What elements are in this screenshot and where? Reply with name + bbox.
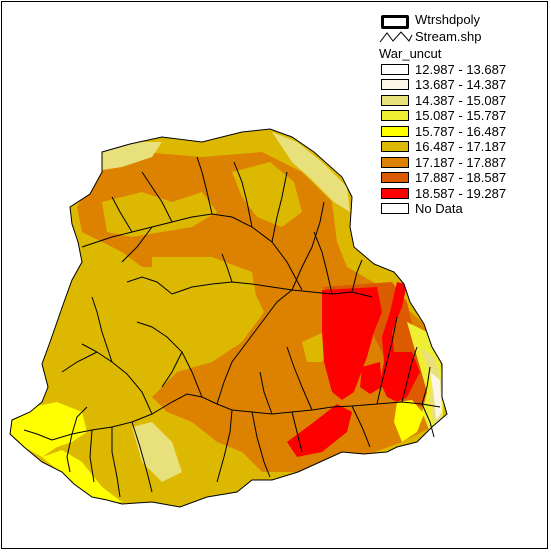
stream-trib-7[interactable]	[121, 226, 153, 263]
stream-trib-8[interactable]	[126, 276, 173, 295]
stream-trib-6[interactable]	[111, 196, 133, 233]
stream-trib-9[interactable]	[221, 253, 233, 283]
stream-trib-30[interactable]	[351, 259, 363, 293]
raster-pocket-a	[102, 192, 217, 237]
raster-class-18-6-a	[322, 287, 382, 400]
raster-class-18-6-c	[287, 404, 352, 457]
legend-class-label: 17.187 - 17.887	[415, 154, 507, 170]
stream-main-east[interactable]	[216, 401, 441, 415]
legend-class-swatch	[381, 141, 409, 152]
legend-watershed-label: Wtrshdpoly	[415, 12, 481, 27]
stream-trib-3[interactable]	[291, 201, 325, 291]
stream-trib-4[interactable]	[196, 156, 213, 215]
stream-trib-21[interactable]	[291, 411, 303, 453]
stream-trib-28[interactable]	[421, 403, 435, 438]
stream-trib-27[interactable]	[421, 366, 431, 405]
legend-class-label: 15.087 - 15.787	[415, 108, 507, 123]
raster-patch-south	[132, 422, 182, 482]
legend-class-swatch	[381, 110, 409, 121]
raster-class-15-8-east	[394, 400, 424, 442]
stream-trib-13[interactable]	[91, 296, 113, 363]
stream-trib-15[interactable]	[111, 427, 121, 498]
stream-trib-10[interactable]	[136, 321, 203, 398]
stream-line-symbol	[379, 31, 413, 43]
stream-trib-12[interactable]	[81, 343, 153, 415]
legend-class-swatch	[381, 63, 409, 75]
raster-rim-a	[102, 142, 162, 170]
legend-class-swatch	[381, 203, 409, 214]
stream-trib-22[interactable]	[286, 346, 313, 411]
raster-rim-b	[272, 132, 350, 212]
legend-class-swatch	[381, 125, 409, 137]
stream-trib-33[interactable]	[71, 406, 88, 435]
stream-trib-5[interactable]	[141, 171, 173, 223]
legend-class-label: 16.487 - 17.187	[415, 139, 507, 154]
stream-trib-32[interactable]	[23, 429, 53, 441]
watershed-boundary[interactable]	[9, 128, 448, 508]
legend-class-swatch	[381, 94, 409, 106]
stream-trib-1[interactable]	[233, 161, 253, 228]
raster-pocket-b	[232, 162, 302, 227]
stream-trib-14[interactable]	[61, 351, 98, 373]
stream-connector[interactable]	[216, 289, 293, 405]
stream-trib-29[interactable]	[313, 231, 333, 295]
stream-trib-16[interactable]	[89, 429, 95, 483]
raster-class-15-8-west	[10, 402, 87, 457]
stream-trib-2[interactable]	[271, 171, 288, 243]
raster-class-13-7-east	[430, 372, 442, 420]
legend-class-swatch	[381, 172, 409, 183]
legend-class-swatch	[381, 79, 409, 90]
stream-trib-26[interactable]	[401, 346, 418, 403]
stream-trib-25[interactable]	[376, 316, 398, 405]
legend-class-label: No Data	[415, 201, 463, 216]
legend-raster-title: War_uncut	[379, 46, 442, 61]
raster-class-15-8-south	[42, 450, 122, 502]
legend-class-label: 14.387 - 15.087	[415, 92, 507, 108]
watershed-polygon-symbol	[381, 15, 409, 29]
stream-trib-17[interactable]	[131, 421, 153, 493]
stream-trib-24[interactable]	[351, 405, 371, 448]
legend-class-label: 12.987 - 13.687	[415, 61, 507, 77]
stream-trib-19[interactable]	[251, 411, 271, 478]
legend-class-label: 15.787 - 16.487	[415, 123, 507, 139]
stream-trib-11[interactable]	[161, 351, 183, 388]
stream-trib-31[interactable]	[81, 236, 113, 248]
stream-trib-20[interactable]	[216, 409, 233, 483]
legend-stream-label: Stream.shp	[415, 29, 482, 44]
stream-north-trunk[interactable]	[171, 281, 373, 298]
stream-trib-18[interactable]	[66, 433, 73, 473]
legend-class-label: 18.587 - 19.287	[415, 185, 507, 201]
legend-class-swatch	[381, 187, 409, 199]
stream-network[interactable]	[23, 156, 441, 498]
legend-class-label: 13.687 - 14.387	[415, 77, 507, 92]
raster-class-18-6-d	[360, 362, 382, 394]
legend-class-swatch	[381, 156, 409, 168]
stream-main-west[interactable]	[51, 393, 218, 441]
stream-trib-23[interactable]	[259, 371, 273, 415]
legend-class-label: 17.887 - 18.587	[415, 170, 507, 185]
